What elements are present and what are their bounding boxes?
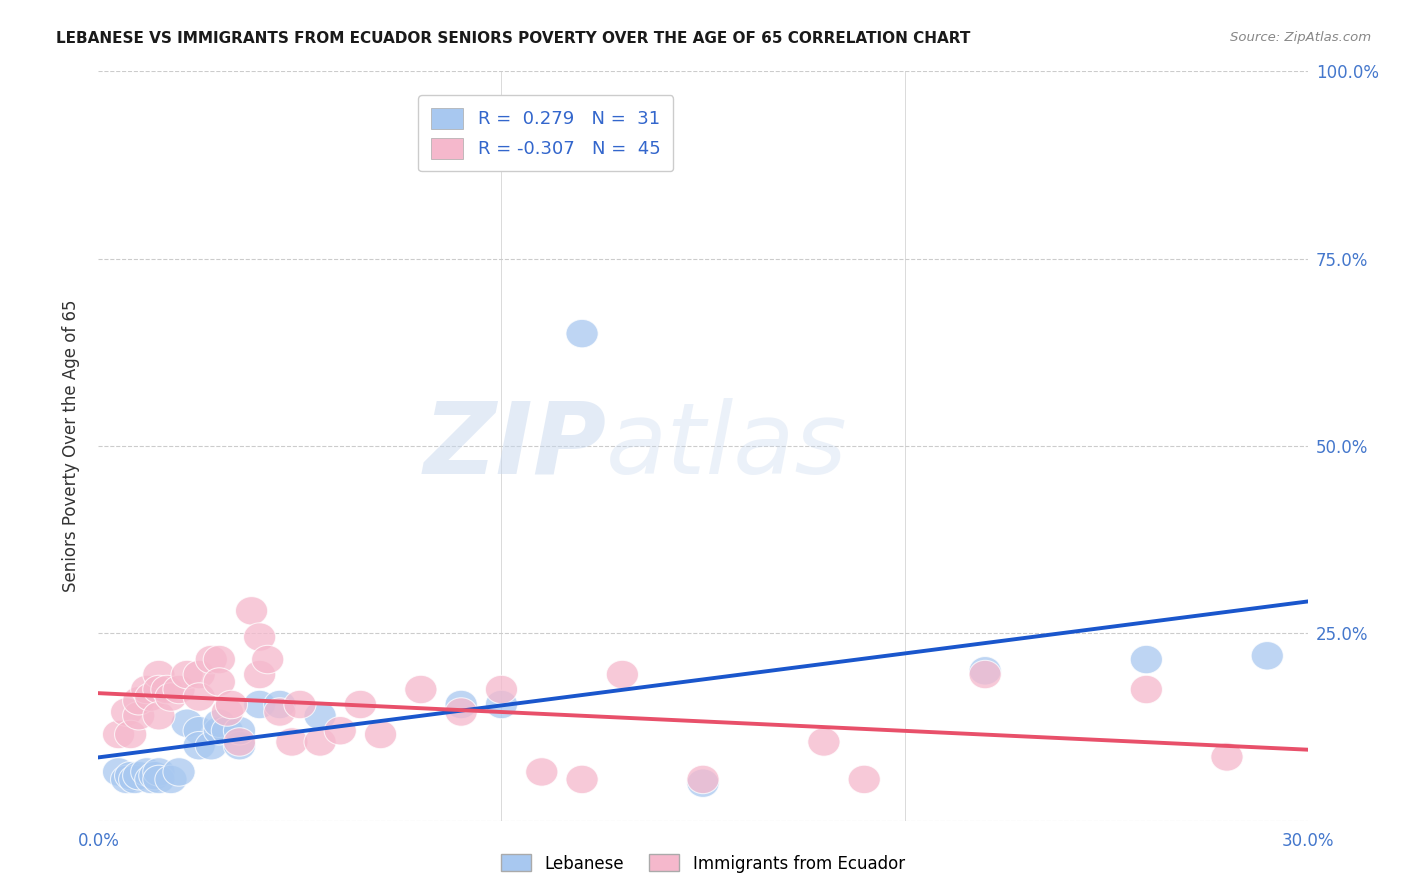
Ellipse shape: [969, 657, 1001, 685]
Ellipse shape: [485, 690, 517, 719]
Ellipse shape: [1130, 675, 1163, 704]
Ellipse shape: [405, 675, 437, 704]
Ellipse shape: [446, 690, 477, 719]
Ellipse shape: [808, 728, 839, 756]
Ellipse shape: [150, 675, 183, 704]
Ellipse shape: [1130, 645, 1163, 673]
Ellipse shape: [163, 757, 195, 786]
Ellipse shape: [204, 668, 235, 697]
Ellipse shape: [446, 698, 477, 726]
Ellipse shape: [114, 720, 146, 748]
Ellipse shape: [163, 675, 195, 704]
Ellipse shape: [224, 716, 256, 745]
Ellipse shape: [172, 660, 204, 689]
Ellipse shape: [969, 660, 1001, 689]
Ellipse shape: [183, 716, 215, 745]
Legend: Lebanese, Immigrants from Ecuador: Lebanese, Immigrants from Ecuador: [495, 847, 911, 880]
Ellipse shape: [122, 701, 155, 730]
Ellipse shape: [103, 757, 135, 786]
Ellipse shape: [235, 597, 267, 625]
Ellipse shape: [567, 319, 598, 348]
Ellipse shape: [243, 690, 276, 719]
Ellipse shape: [243, 660, 276, 689]
Ellipse shape: [204, 709, 235, 738]
Ellipse shape: [1251, 641, 1284, 670]
Ellipse shape: [526, 757, 558, 786]
Ellipse shape: [114, 762, 146, 790]
Ellipse shape: [122, 687, 155, 715]
Ellipse shape: [131, 757, 163, 786]
Ellipse shape: [183, 660, 215, 689]
Ellipse shape: [224, 731, 256, 760]
Ellipse shape: [264, 690, 295, 719]
Ellipse shape: [688, 769, 718, 797]
Ellipse shape: [344, 690, 377, 719]
Ellipse shape: [606, 660, 638, 689]
Ellipse shape: [204, 645, 235, 673]
Ellipse shape: [325, 716, 356, 745]
Ellipse shape: [485, 675, 517, 704]
Text: LEBANESE VS IMMIGRANTS FROM ECUADOR SENIORS POVERTY OVER THE AGE OF 65 CORRELATI: LEBANESE VS IMMIGRANTS FROM ECUADOR SENI…: [56, 31, 970, 46]
Ellipse shape: [211, 698, 243, 726]
Ellipse shape: [143, 675, 174, 704]
Ellipse shape: [1211, 743, 1243, 772]
Ellipse shape: [215, 690, 247, 719]
Ellipse shape: [155, 682, 187, 711]
Ellipse shape: [264, 698, 295, 726]
Ellipse shape: [143, 765, 174, 794]
Ellipse shape: [111, 698, 143, 726]
Ellipse shape: [103, 720, 135, 748]
Ellipse shape: [135, 682, 167, 711]
Ellipse shape: [243, 623, 276, 651]
Ellipse shape: [172, 709, 204, 738]
Ellipse shape: [183, 682, 215, 711]
Ellipse shape: [204, 716, 235, 745]
Text: atlas: atlas: [606, 398, 848, 494]
Ellipse shape: [211, 716, 243, 745]
Ellipse shape: [111, 765, 143, 794]
Ellipse shape: [252, 645, 284, 673]
Ellipse shape: [143, 757, 174, 786]
Ellipse shape: [567, 765, 598, 794]
Ellipse shape: [122, 762, 155, 790]
Ellipse shape: [224, 728, 256, 756]
Text: ZIP: ZIP: [423, 398, 606, 494]
Ellipse shape: [284, 690, 316, 719]
Ellipse shape: [143, 701, 174, 730]
Ellipse shape: [364, 720, 396, 748]
Y-axis label: Seniors Poverty Over the Age of 65: Seniors Poverty Over the Age of 65: [62, 300, 80, 592]
Ellipse shape: [131, 675, 163, 704]
Ellipse shape: [195, 645, 228, 673]
Ellipse shape: [143, 660, 174, 689]
Ellipse shape: [848, 765, 880, 794]
Ellipse shape: [304, 701, 336, 730]
Ellipse shape: [304, 728, 336, 756]
Ellipse shape: [688, 765, 718, 794]
Ellipse shape: [135, 765, 167, 794]
Ellipse shape: [195, 731, 228, 760]
Ellipse shape: [183, 731, 215, 760]
Text: Source: ZipAtlas.com: Source: ZipAtlas.com: [1230, 31, 1371, 45]
Ellipse shape: [118, 765, 150, 794]
Legend: R =  0.279   N =  31, R = -0.307   N =  45: R = 0.279 N = 31, R = -0.307 N = 45: [419, 95, 673, 171]
Ellipse shape: [276, 728, 308, 756]
Ellipse shape: [139, 762, 172, 790]
Ellipse shape: [155, 765, 187, 794]
